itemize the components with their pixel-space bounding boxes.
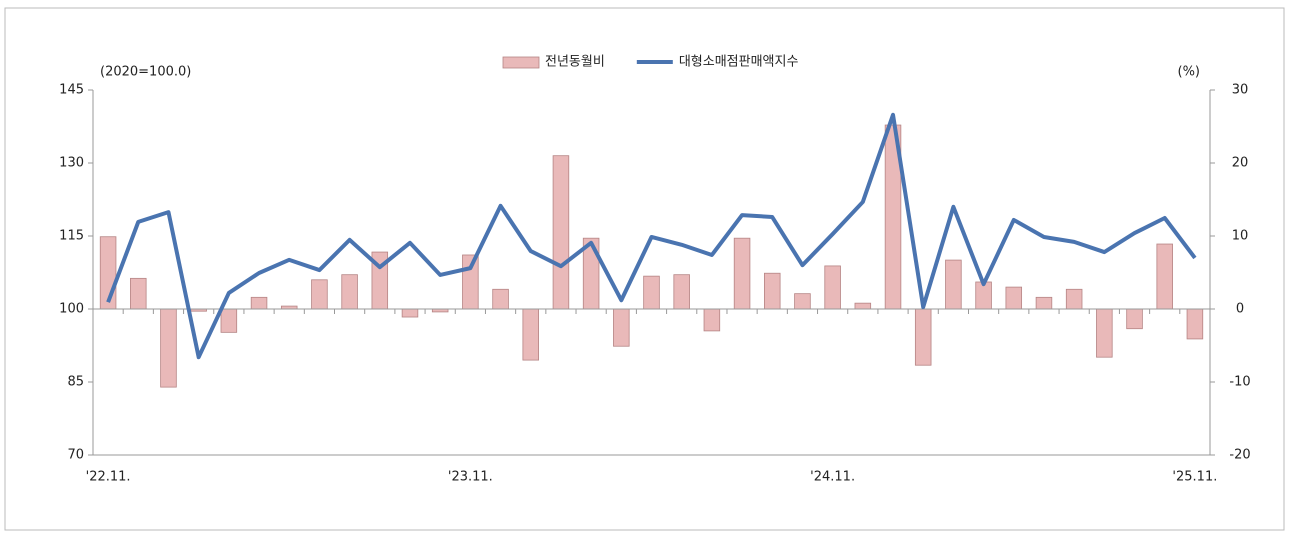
- y-axis-label: (2020=100.0): [100, 65, 191, 80]
- y2-tick-label: 30: [1232, 83, 1249, 98]
- y2-tick-label: 10: [1232, 229, 1249, 244]
- bar: [1096, 308, 1113, 358]
- bar: [914, 308, 932, 366]
- bar: [643, 275, 660, 310]
- y-tick-label: 100: [59, 302, 84, 317]
- bar: [1156, 243, 1173, 310]
- bar: [311, 279, 328, 310]
- bar: [220, 308, 238, 333]
- bar: [1005, 286, 1023, 310]
- legend-swatch: [502, 56, 540, 69]
- bar: [250, 296, 268, 310]
- line: [106, 112, 1197, 360]
- y-tick-label: 145: [59, 83, 84, 98]
- bar: [130, 277, 147, 310]
- bar: [824, 265, 841, 310]
- bar: [673, 274, 690, 310]
- x-tick-label: '23.11.: [448, 470, 493, 485]
- bar: [160, 308, 177, 388]
- y2-tick-label: 0: [1236, 302, 1244, 317]
- bar: [1126, 308, 1143, 330]
- bar: [552, 155, 570, 310]
- chart-frame: [4, 7, 1285, 531]
- y-tick-label: 85: [67, 375, 84, 390]
- bar: [522, 308, 539, 361]
- bar: [945, 259, 962, 310]
- y-tick-label: 130: [59, 156, 84, 171]
- y2-tick-label: 20: [1232, 156, 1249, 171]
- bar: [703, 308, 721, 332]
- bar: [462, 254, 479, 310]
- x-tick-label: '24.11.: [810, 470, 855, 485]
- bar: [1186, 308, 1204, 340]
- bar: [764, 272, 781, 310]
- legend-label: 대형소매점판매액지수: [679, 55, 799, 70]
- bar: [1035, 296, 1053, 310]
- bar: [854, 302, 872, 310]
- x-tick-label: '22.11.: [86, 470, 131, 485]
- x-tick-label: '25.11.: [1172, 470, 1217, 485]
- y-tick-label: 115: [59, 229, 84, 244]
- y2-tick-label: -10: [1229, 375, 1250, 390]
- y-tick-label: 70: [67, 448, 84, 463]
- y2-tick-label: -20: [1229, 448, 1250, 463]
- bar: [1065, 288, 1083, 310]
- y2-axis-label: (%): [1178, 65, 1201, 80]
- legend-label: 전년동월비: [545, 55, 605, 70]
- bar: [613, 308, 630, 347]
- bar: [794, 293, 811, 310]
- bar: [733, 237, 751, 310]
- bar: [492, 288, 509, 310]
- bar: [341, 274, 358, 310]
- bar: [401, 308, 419, 318]
